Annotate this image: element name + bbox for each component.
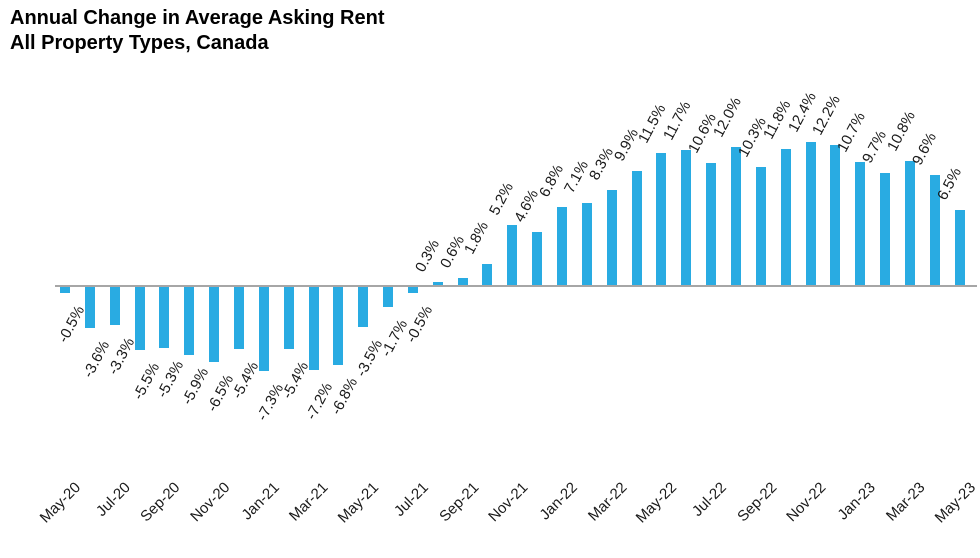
bar-data-label: -6.8% <box>327 375 362 418</box>
bar <box>930 175 940 285</box>
bar <box>358 287 368 327</box>
bar-data-label: 9.6% <box>908 129 941 168</box>
bar <box>681 150 691 285</box>
bar <box>433 282 443 285</box>
bar <box>259 287 269 371</box>
bar <box>184 287 194 355</box>
bar-data-label: 6.8% <box>535 161 568 200</box>
bar <box>135 287 145 350</box>
bar-data-label: -0.5% <box>54 303 89 346</box>
bar <box>159 287 169 348</box>
x-axis-label: Nov-21 <box>484 479 532 526</box>
bar <box>706 163 716 285</box>
bar <box>607 190 617 285</box>
bar <box>806 142 816 285</box>
bar <box>656 153 666 285</box>
bar <box>482 264 492 285</box>
bar <box>880 173 890 285</box>
x-axis-label: Sep-22 <box>733 479 781 526</box>
bar <box>309 287 319 370</box>
x-axis-label: Jul-20 <box>93 479 135 520</box>
chart-title-line1: Annual Change in Average Asking Rent <box>10 7 385 29</box>
bar <box>905 161 915 285</box>
bar <box>408 287 418 293</box>
bar <box>383 287 393 307</box>
bar-data-label: 0.3% <box>411 236 444 275</box>
bar-data-label: 11.7% <box>659 98 695 143</box>
bar <box>458 278 468 285</box>
x-axis-label: Mar-22 <box>585 479 632 525</box>
x-axis-label: Jul-22 <box>689 479 731 520</box>
zero-baseline <box>55 285 977 287</box>
bar <box>532 232 542 285</box>
x-axis-label: Mar-21 <box>286 479 333 525</box>
bar <box>110 287 120 325</box>
bar-data-label: 6.5% <box>933 164 966 203</box>
bar-data-label: 1.8% <box>460 218 493 257</box>
x-axis-label: Jan-21 <box>238 479 284 524</box>
x-axis-label: Jul-21 <box>391 479 433 520</box>
bar <box>830 145 840 285</box>
x-axis-label: Jan-22 <box>536 479 582 524</box>
bar <box>582 203 592 285</box>
x-axis-label: May-20 <box>36 479 85 527</box>
x-axis-label: May-21 <box>334 479 383 527</box>
chart-title-line2: All Property Types, Canada <box>10 32 269 54</box>
bar <box>756 167 766 285</box>
bar-data-label: -3.6% <box>79 338 114 381</box>
bar-data-label: -5.5% <box>129 360 164 403</box>
bar <box>731 147 741 285</box>
bar-data-label: 11.5% <box>634 101 670 146</box>
bar <box>60 287 70 293</box>
x-axis-label: Jan-23 <box>834 479 880 524</box>
bar <box>781 149 791 285</box>
bar <box>209 287 219 362</box>
x-axis-label: May-22 <box>632 479 681 527</box>
bar <box>85 287 95 328</box>
bar-data-label: 0.6% <box>436 232 469 271</box>
bar-data-label: -5.4% <box>278 359 313 402</box>
x-axis-label: Nov-20 <box>186 479 234 526</box>
bar <box>284 287 294 349</box>
bar-data-label: -3.3% <box>104 335 139 378</box>
x-axis-label: Nov-22 <box>782 479 830 526</box>
bar-data-label: 10.3% <box>734 114 770 160</box>
x-axis-label: May-23 <box>931 479 980 527</box>
chart-title: Annual Change in Average Asking Rent All… <box>10 6 385 56</box>
x-axis-label: Sep-20 <box>136 479 184 526</box>
bar <box>234 287 244 349</box>
x-axis-label: Sep-21 <box>435 479 483 526</box>
bar <box>632 171 642 285</box>
bar <box>333 287 343 365</box>
bar <box>507 225 517 285</box>
bar-data-label: 7.1% <box>560 157 593 196</box>
bar-data-label: 10.8% <box>883 108 919 154</box>
bar <box>855 162 865 285</box>
x-axis-label: Mar-23 <box>883 479 930 525</box>
bar <box>955 210 965 285</box>
bar <box>557 207 567 285</box>
